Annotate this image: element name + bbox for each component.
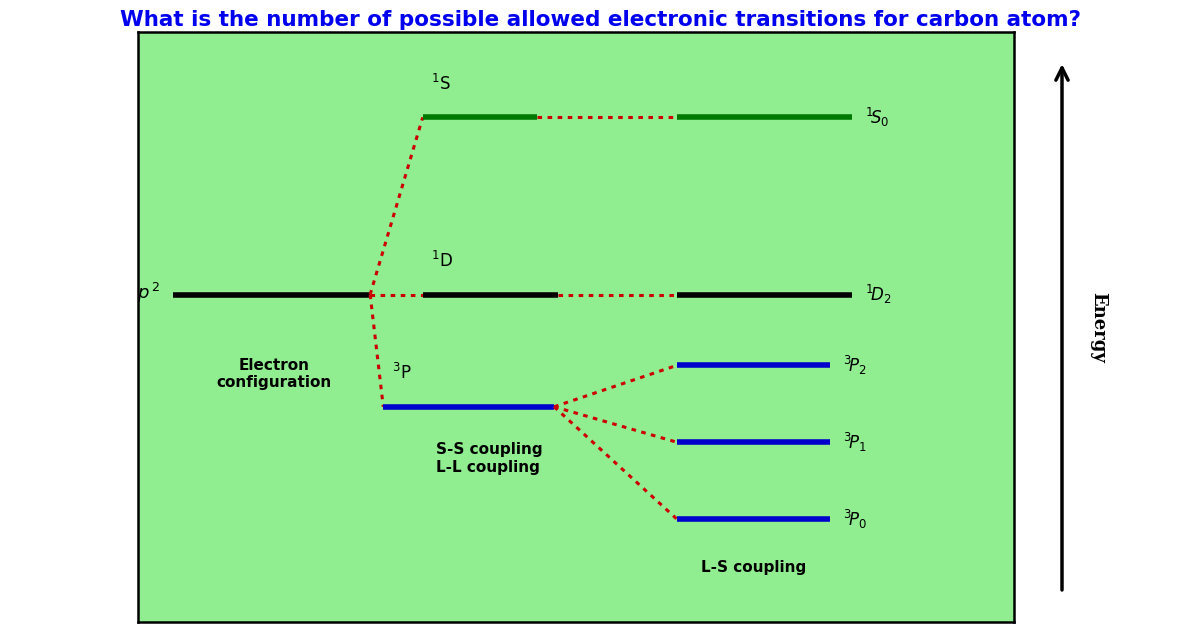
- Text: Electron
configuration: Electron configuration: [216, 358, 331, 391]
- Text: $^1$D: $^1$D: [432, 251, 454, 271]
- Text: $^3$P: $^3$P: [392, 363, 412, 383]
- Text: L-S coupling: L-S coupling: [701, 560, 806, 575]
- Text: What is the number of possible allowed electronic transitions for carbon atom?: What is the number of possible allowed e…: [120, 10, 1080, 29]
- Text: $p^{\,2}$: $p^{\,2}$: [137, 281, 160, 305]
- Text: S-S coupling
L-L coupling: S-S coupling L-L coupling: [436, 442, 542, 474]
- Text: Energy: Energy: [1090, 291, 1108, 363]
- Text: $^1$S: $^1$S: [432, 74, 451, 94]
- Text: $^3\!P_2$: $^3\!P_2$: [844, 354, 866, 377]
- Text: $^1\!D_2$: $^1\!D_2$: [865, 283, 892, 306]
- Text: $^3\!P_0$: $^3\!P_0$: [844, 507, 868, 530]
- Text: $^3\!P_1$: $^3\!P_1$: [844, 431, 866, 454]
- Text: $^1\!S_0$: $^1\!S_0$: [865, 106, 889, 129]
